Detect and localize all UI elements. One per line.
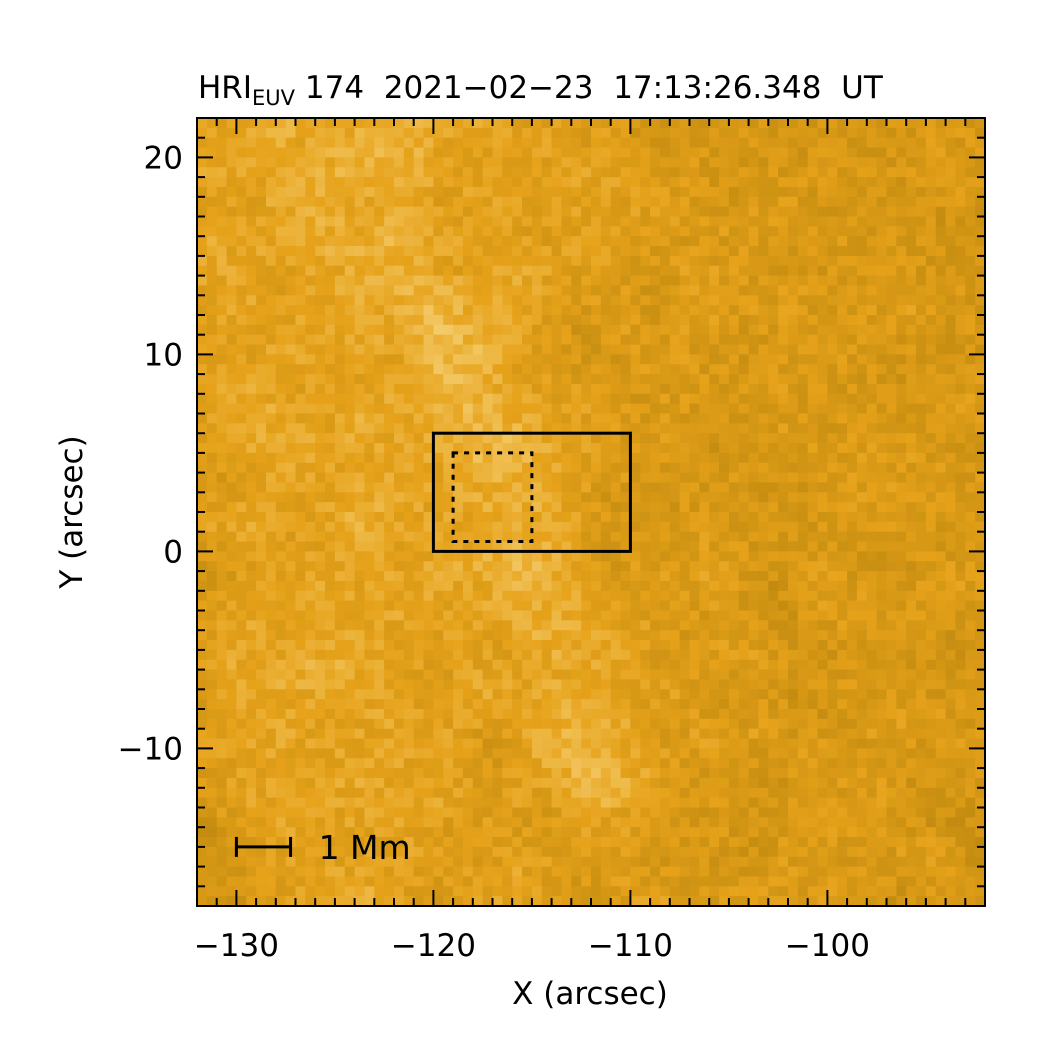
figure-title: HRIEUV 174 2021−02−23 17:13:26.348 UT (198, 70, 884, 110)
x-tick-label: −100 (785, 928, 870, 964)
y-tick-label: 0 (163, 534, 183, 570)
y-tick-labels: −10 0 10 20 (118, 140, 183, 767)
x-tick-label: −110 (588, 928, 673, 964)
x-tick-labels: −130 −120 −110 −100 (194, 928, 870, 964)
y-axis-label: Y (arcsec) (54, 435, 90, 589)
y-tick-label: 10 (144, 337, 183, 373)
x-tick-label: −130 (194, 928, 279, 964)
y-tick-label: −10 (118, 731, 183, 767)
region-box-dotted (451, 451, 534, 544)
axes-frame (196, 117, 986, 907)
region-box-solid (431, 431, 632, 553)
y-tick-label: 20 (144, 140, 183, 176)
x-axis-label: X (arcsec) (512, 976, 668, 1012)
x-tick-label: −120 (391, 928, 476, 964)
scale-bar: 1 Mm (234, 828, 411, 867)
scale-bar-label: 1 Mm (319, 828, 411, 867)
euv-intensity-image (197, 118, 986, 907)
